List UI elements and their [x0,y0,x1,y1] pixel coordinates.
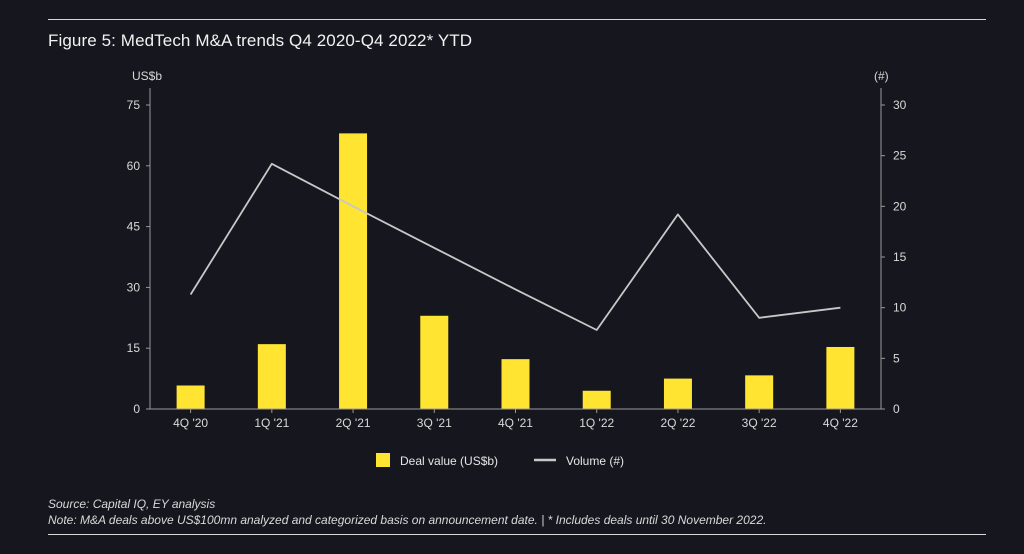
right-axis-tick-label: 15 [893,250,907,264]
x-axis: 4Q '20 1Q '21 2Q '21 3Q '21 4Q '21 1Q '22 2Q '… [150,408,881,430]
x-axis-tick-label: 3Q '21 [417,416,452,430]
deal-value-bar [501,359,530,409]
left-axis-tick-label: 45 [127,220,141,234]
note-footnote: Note: M&A deals above US$100mn analyzed … [48,513,767,527]
legend-line-label: Volume (#) [566,454,624,468]
left-axis-tick-label: 15 [127,341,141,355]
volume-line [189,162,841,331]
figure-title: Figure 5: MedTech M&A trends Q4 2020-Q4 … [48,31,473,50]
legend-bar-label: Deal value (US$b) [400,454,498,468]
x-axis-tick-label: 4Q '21 [498,416,533,430]
top-rule [48,19,986,20]
left-axis-tick-label: 30 [127,280,141,294]
right-axis-tick-label: 30 [893,98,907,112]
left-axis: 0 15 30 45 60 75 US$b [127,69,163,416]
volume-line-series [189,162,841,331]
left-axis-tick-label: 0 [133,402,140,416]
left-axis-tick-label: 60 [127,159,141,173]
deal-value-bar [176,385,205,409]
deal-value-bar [582,390,611,409]
right-axis-tick-label: 25 [893,149,907,163]
right-axis-tick-label: 20 [893,199,907,213]
deal-value-bar [420,315,449,409]
x-axis-tick-label: 4Q '22 [823,416,858,430]
deal-value-bar [257,344,286,409]
right-axis-label: (#) [874,69,889,83]
bottom-rule [48,534,986,535]
deal-value-bar [339,133,368,409]
x-axis-tick-label: 1Q '22 [579,416,614,430]
source-footnote: Source: Capital IQ, EY analysis [48,497,216,511]
deal-value-bar [663,378,692,409]
left-axis-label: US$b [132,69,162,83]
x-axis-tick-label: 4Q '20 [173,416,208,430]
right-axis-tick-label: 5 [893,351,900,365]
x-axis-tick-label: 2Q '21 [336,416,371,430]
deal-value-bars [176,133,855,409]
legend-bar-swatch [376,453,390,467]
x-axis-tick-label: 3Q '22 [742,416,777,430]
left-axis-tick-label: 75 [127,98,141,112]
right-axis-tick-label: 10 [893,301,907,315]
x-axis-tick-label: 1Q '21 [254,416,289,430]
x-axis-tick-label: 2Q '22 [660,416,695,430]
deal-value-bar [745,375,774,409]
legend: Deal value (US$b) Volume (#) [376,453,624,468]
right-axis: 0 5 10 15 20 25 30 (#) [874,69,907,416]
right-axis-tick-label: 0 [893,402,900,416]
deal-value-bar [826,346,855,409]
